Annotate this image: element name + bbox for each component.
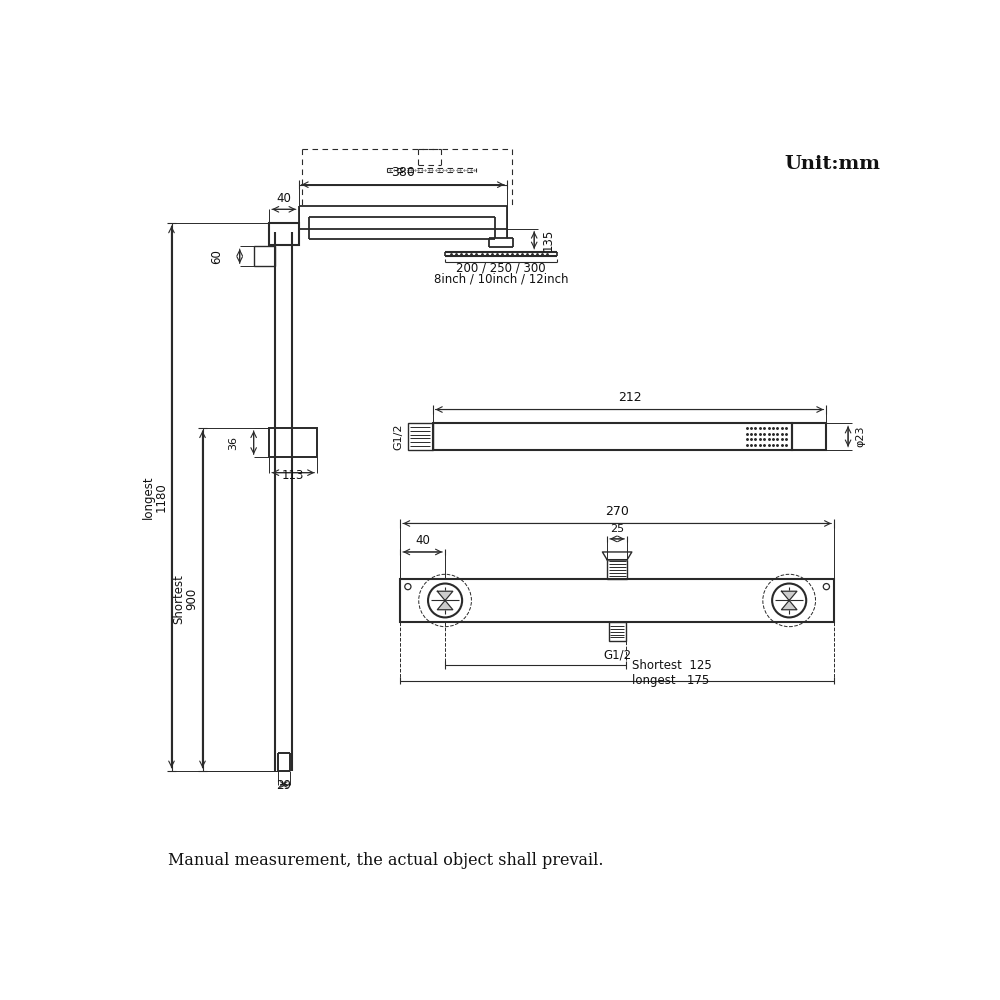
Bar (607, 560, 627, 579)
Text: Manual measurement, the actual object shall prevail.: Manual measurement, the actual object sh… (168, 852, 603, 869)
Bar (792, 423, 826, 450)
Text: 36: 36 (228, 436, 238, 450)
Text: 900: 900 (186, 588, 199, 610)
Text: longest   175: longest 175 (632, 674, 709, 687)
Bar (433, 423, 792, 450)
Bar (269, 223, 299, 245)
Text: 8inch / 10inch / 12inch: 8inch / 10inch / 12inch (434, 272, 568, 285)
Bar (609, 622, 626, 641)
Text: 135: 135 (542, 229, 555, 251)
Text: 380: 380 (391, 166, 415, 179)
Bar (408, 423, 433, 450)
Text: 40: 40 (276, 192, 291, 205)
Text: 1180: 1180 (155, 482, 168, 512)
Text: 200 / 250 / 300: 200 / 250 / 300 (456, 262, 546, 275)
Text: 270: 270 (605, 505, 629, 518)
Text: Unit:mm: Unit:mm (785, 155, 881, 173)
Text: G1/2: G1/2 (393, 423, 403, 450)
Bar (254, 246, 275, 266)
Text: 25: 25 (610, 524, 624, 534)
Text: 29: 29 (276, 779, 291, 792)
Text: 212: 212 (618, 391, 641, 404)
Text: φ23: φ23 (856, 426, 866, 447)
Text: Shortest: Shortest (172, 574, 185, 624)
Polygon shape (781, 591, 797, 610)
Text: 113: 113 (282, 469, 304, 482)
Bar (269, 428, 317, 457)
Bar (400, 579, 834, 622)
Text: Shortest  125: Shortest 125 (632, 659, 712, 672)
Text: 40: 40 (415, 534, 430, 547)
Polygon shape (602, 552, 632, 560)
Text: G1/2: G1/2 (603, 648, 631, 661)
Text: 60: 60 (210, 249, 223, 264)
Polygon shape (437, 591, 453, 610)
Text: longest: longest (141, 475, 154, 519)
